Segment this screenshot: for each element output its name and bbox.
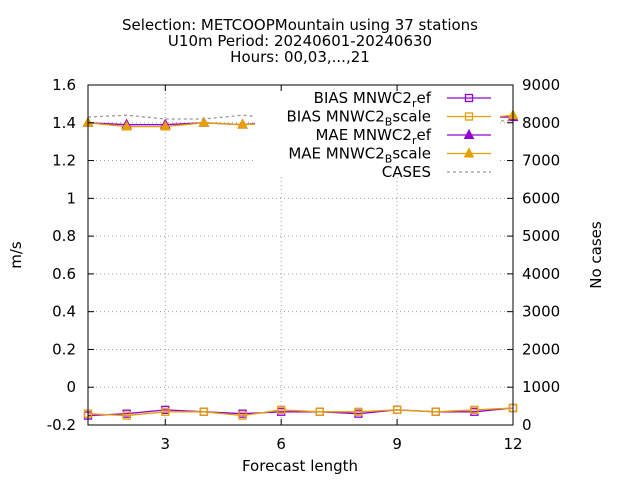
legend-background <box>255 87 500 177</box>
legend-label: MAE MNWC2Bscale <box>288 145 431 166</box>
data-point <box>159 120 171 131</box>
legend-swatch-marker <box>464 112 474 121</box>
plot-frame <box>87 84 514 426</box>
legend-label-sub: r <box>412 134 417 147</box>
legend-swatch-marker <box>463 147 475 158</box>
x-tick-label: 3 <box>160 435 170 453</box>
y-tick-label: 0.8 <box>52 227 76 245</box>
chart-title-line: Selection: METCOOPMountain using 37 stat… <box>122 16 478 34</box>
data-point <box>198 116 210 127</box>
data-point <box>277 405 286 415</box>
data-point <box>237 118 248 129</box>
y-tick-label: 0.4 <box>52 303 76 321</box>
y2-tick-label: 9000 <box>522 76 560 94</box>
data-point <box>199 407 209 416</box>
y2-tick-label: 4000 <box>522 265 560 283</box>
y2-tick-label: 1000 <box>522 378 560 396</box>
series-line-0 <box>87 407 514 417</box>
legend-label-main: MAE MNWC2 <box>288 145 384 163</box>
y2-tick-label: 0 <box>522 416 532 434</box>
legend-label: CASES <box>382 163 431 181</box>
y-tick-label: -0.2 <box>47 416 76 434</box>
y2-tick-label: 3000 <box>522 303 560 321</box>
data-point <box>122 411 131 420</box>
data-point <box>431 407 440 416</box>
y2-tick-label: 5000 <box>522 227 560 245</box>
chart-title-line: U10m Period: 20240601-20240630 <box>168 32 432 50</box>
data-point <box>354 407 363 416</box>
legend-label-tail: ef <box>416 89 431 107</box>
y-tick-label: 1.6 <box>52 76 76 94</box>
data-point <box>161 407 170 416</box>
legend-label-sub: B <box>385 116 393 129</box>
data-point <box>315 407 324 416</box>
y2-tick-label: 2000 <box>522 340 560 358</box>
y2-tick-label: 7000 <box>522 152 560 170</box>
legend-label: MAE MNWC2ref <box>315 126 431 147</box>
chart-title: Selection: METCOOPMountain using 37 stat… <box>122 16 478 66</box>
legend-label-main: CASES <box>382 163 431 181</box>
x-tick-label: 12 <box>503 435 522 453</box>
x-axis-label: Forecast length <box>242 457 358 475</box>
legend-swatch-marker <box>464 93 474 103</box>
legend-label-sub: B <box>385 153 393 166</box>
y-tick-label: 1.4 <box>52 114 76 132</box>
y-tick-label: 0.2 <box>52 340 76 358</box>
y2-tick-label: 8000 <box>522 114 560 132</box>
y-tick-label: 0 <box>66 378 76 396</box>
legend-label: BIAS MNWC2Bscale <box>287 108 431 129</box>
legend-label-main: BIAS MNWC2 <box>314 89 412 107</box>
data-point <box>392 405 402 415</box>
y-axis-label: m/s <box>7 241 25 269</box>
chart-title-line: Hours: 00,03,...,21 <box>230 48 370 66</box>
data-point <box>238 411 247 420</box>
y2-tick-label: 6000 <box>522 189 560 207</box>
legend-label-tail: ef <box>416 126 431 144</box>
data-point <box>470 405 479 415</box>
y-tick-label: 1.2 <box>52 152 76 170</box>
x-tick-label: 6 <box>276 435 286 453</box>
axis-ticks: -0.2 0 0.2 0.4 0.6 0.8 1 1.2 1.4 1.6 0 1000 2000 3000… <box>47 76 560 453</box>
x-tick-label: 9 <box>392 435 402 453</box>
series-line-1 <box>87 407 514 417</box>
y2-axis-label: No cases <box>587 221 605 289</box>
legend-label-sub: r <box>412 97 417 110</box>
legend-label-main: MAE MNWC2 <box>315 126 411 144</box>
legend-label-tail: scale <box>392 108 431 126</box>
y-tick-label: 1 <box>66 189 76 207</box>
legend-swatch-marker <box>463 128 475 139</box>
legend-label-main: BIAS MNWC2 <box>287 108 385 126</box>
axis-labels: Forecast length m/s No cases <box>7 221 605 475</box>
y-tick-label: 0.6 <box>52 265 76 283</box>
legend-label-tail: scale <box>392 145 431 163</box>
data-point <box>121 120 132 131</box>
legend-label: BIAS MNWC2ref <box>314 89 432 110</box>
